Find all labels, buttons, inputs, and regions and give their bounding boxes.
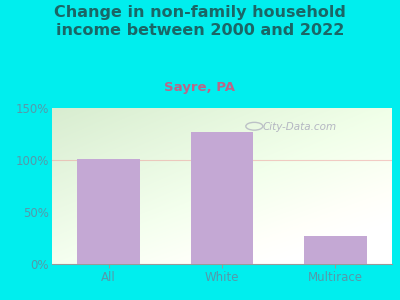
Text: Change in non-family household
income between 2000 and 2022: Change in non-family household income be…: [54, 4, 346, 38]
Bar: [78, 159, 140, 264]
Bar: [304, 236, 366, 264]
Text: Sayre, PA: Sayre, PA: [164, 81, 236, 94]
Bar: [191, 132, 253, 264]
Text: City-Data.com: City-Data.com: [263, 122, 337, 132]
